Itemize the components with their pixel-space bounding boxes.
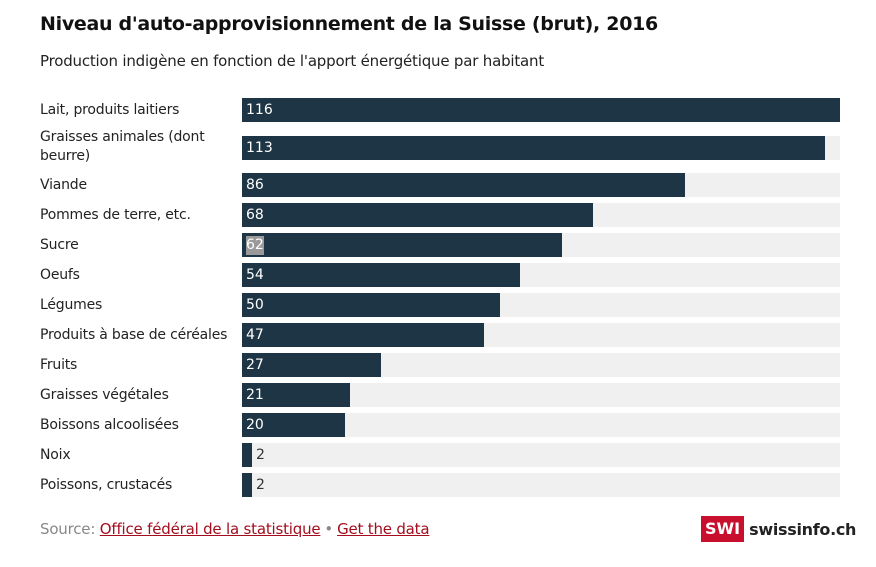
category-label: Pommes de terre, etc. xyxy=(40,207,191,223)
footer-separator: • xyxy=(324,520,334,538)
value-label: 2 xyxy=(256,447,265,463)
source-footer: Source: Office fédéral de la statistique… xyxy=(40,520,430,538)
logo-name: swissinfo.ch xyxy=(749,519,857,539)
value-label: 54 xyxy=(246,267,264,283)
bar-track: 62 xyxy=(242,233,840,257)
source-link[interactable]: Office fédéral de la statistique xyxy=(99,520,321,538)
bar-track: 50 xyxy=(242,293,840,317)
category-label: Sucre xyxy=(40,237,79,253)
value-label: 113 xyxy=(246,140,273,156)
bar[interactable] xyxy=(242,323,484,347)
bar[interactable] xyxy=(242,136,825,160)
category-label: Noix xyxy=(40,447,71,463)
category-label: Graisses végétales xyxy=(40,387,169,403)
bar[interactable] xyxy=(242,263,520,287)
bar[interactable] xyxy=(242,293,500,317)
bar-track: 2 xyxy=(242,473,840,497)
bar-track: 21 xyxy=(242,383,840,407)
bar-track: 47 xyxy=(242,323,840,347)
bar[interactable] xyxy=(242,473,252,497)
category-label: Légumes xyxy=(40,297,103,313)
value-label: 21 xyxy=(246,387,264,403)
bar-track: 20 xyxy=(242,413,840,437)
bar[interactable] xyxy=(242,233,562,257)
source-prefix: Source: xyxy=(40,520,96,538)
value-label: 68 xyxy=(246,207,264,223)
category-label: Boissons alcoolisées xyxy=(40,417,179,433)
value-label: 86 xyxy=(246,177,264,193)
bar[interactable] xyxy=(242,383,350,407)
category-label: Viande xyxy=(40,177,87,193)
category-label: Fruits xyxy=(40,357,78,373)
bar[interactable] xyxy=(242,353,381,377)
bar-track: 86 xyxy=(242,173,840,197)
bar[interactable] xyxy=(242,443,252,467)
value-label: 47 xyxy=(246,327,264,343)
category-label: Produits à base de céréales xyxy=(40,327,228,343)
bar[interactable] xyxy=(242,413,345,437)
value-label: 27 xyxy=(246,357,264,373)
bar-track: 116 xyxy=(242,98,840,122)
bar[interactable] xyxy=(242,98,840,122)
bar[interactable] xyxy=(242,203,593,227)
value-label: 62 xyxy=(246,236,264,255)
bar-track: 27 xyxy=(242,353,840,377)
value-label: 50 xyxy=(246,297,264,313)
value-label: 20 xyxy=(246,417,264,433)
bar[interactable] xyxy=(242,173,685,197)
bar-track: 113 xyxy=(242,136,840,160)
value-label: 116 xyxy=(246,102,273,118)
chart-subtitle: Production indigène en fonction de l'app… xyxy=(40,52,545,70)
chart-title: Niveau d'auto-approvisionnement de la Su… xyxy=(40,13,658,35)
category-label: Lait, produits laitiers xyxy=(40,102,180,118)
category-label: Poissons, crustacés xyxy=(40,477,173,493)
get-the-data-link[interactable]: Get the data xyxy=(337,520,430,538)
category-label: Graisses animales (dont beurre) xyxy=(40,129,205,164)
category-label: Oeufs xyxy=(40,267,80,283)
bar-track: 68 xyxy=(242,203,840,227)
bar-track: 2 xyxy=(242,443,840,467)
value-label: 2 xyxy=(256,477,265,493)
bar-track: 54 xyxy=(242,263,840,287)
swissinfo-logo[interactable]: SWI swissinfo.ch xyxy=(701,516,856,542)
swi-badge: SWI xyxy=(701,516,745,542)
